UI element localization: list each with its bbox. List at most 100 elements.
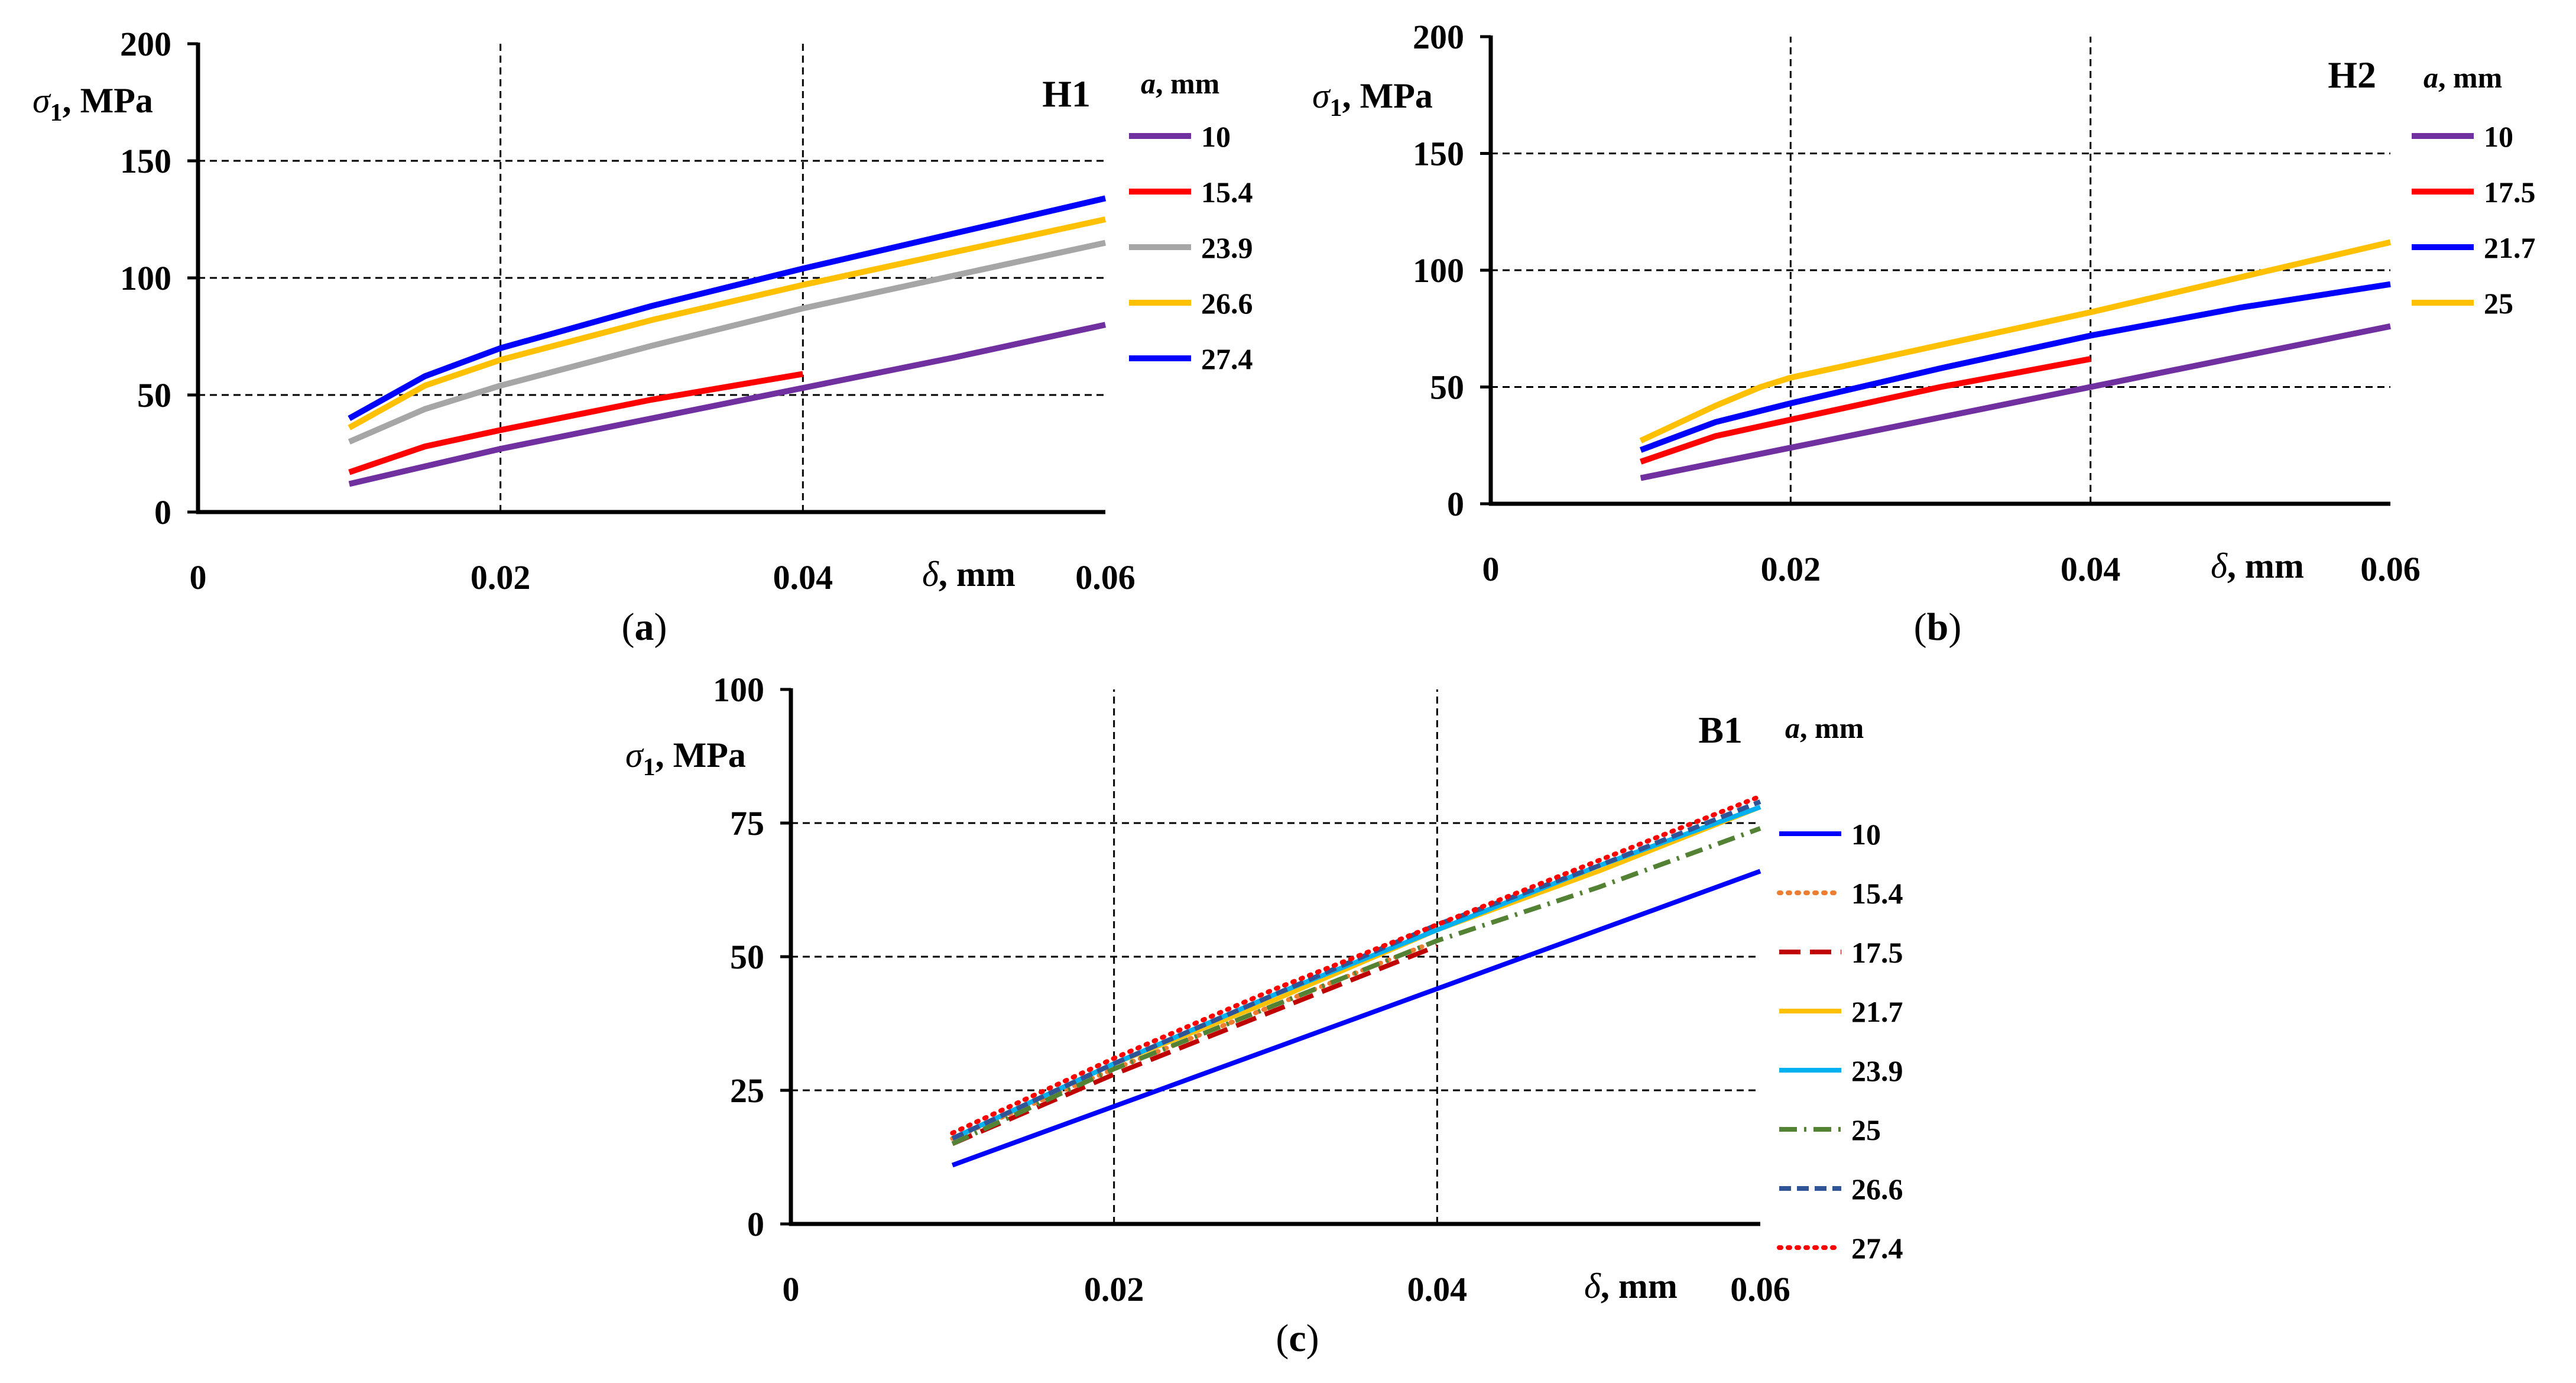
- x-axis-label-symbol: δ: [2211, 546, 2228, 585]
- y-axis-label-subscript: 1: [50, 99, 63, 127]
- panel-title: H2: [2328, 54, 2376, 96]
- series-line-25: [951, 826, 1761, 1146]
- legend-label: 23.9: [1201, 231, 1253, 264]
- y-tick-label: 50: [1430, 368, 1464, 407]
- y-axis-label-subscript: 1: [1330, 95, 1342, 122]
- series-line-15-4: [950, 938, 1440, 1141]
- x-axis-label: δ, mm: [2211, 546, 2304, 585]
- y-tick-label: 100: [1413, 251, 1464, 290]
- x-tick-label: 0.02: [1761, 550, 1821, 588]
- panel-caption-close: ): [654, 605, 667, 649]
- panel-caption-close: ): [1948, 605, 1961, 649]
- legend-label: 10: [1851, 818, 1881, 851]
- x-axis-label-unit: , mm: [1601, 1267, 1678, 1306]
- x-tick-label: 0.02: [471, 558, 531, 597]
- legend-title-symbol: a: [1141, 67, 1156, 100]
- series-line-17-5: [1640, 356, 2091, 465]
- legend-label: 23.9: [1851, 1054, 1903, 1087]
- panel-caption-open: (: [622, 605, 635, 649]
- x-axis-label-symbol: δ: [1584, 1267, 1601, 1306]
- legend-title-unit: , mm: [1800, 711, 1864, 744]
- series-line-23-9: [348, 239, 1107, 445]
- legend-label: 27.4: [1201, 342, 1253, 375]
- panel-caption-letter: c: [1289, 1317, 1306, 1360]
- panel-caption-close: ): [1306, 1317, 1319, 1360]
- x-tick-label: 0: [190, 558, 207, 597]
- series-line-26-6: [951, 799, 1761, 1141]
- x-tick-label: 0: [783, 1270, 800, 1308]
- legend-title-symbol: a: [1785, 711, 1800, 744]
- y-axis-label: σ1, MPa: [1312, 76, 1433, 122]
- y-tick-label: 0: [154, 493, 171, 532]
- y-tick-label: 100: [713, 671, 764, 709]
- y-axis-label-symbol: σ: [33, 81, 51, 120]
- legend-label: 17.5: [2484, 176, 2536, 209]
- series-line-10: [1640, 323, 2391, 481]
- series-line-25: [1639, 239, 2392, 443]
- y-tick-label: 100: [120, 259, 171, 297]
- y-axis-label-symbol: σ: [1312, 76, 1331, 115]
- legend-label: 25: [1851, 1113, 1881, 1146]
- series-line-10: [348, 322, 1107, 487]
- legend-label: 17.5: [1851, 936, 1903, 969]
- x-tick-label: 0.02: [1084, 1270, 1144, 1308]
- x-tick-label: 0.06: [1730, 1270, 1790, 1308]
- y-tick-label: 25: [730, 1071, 764, 1110]
- y-tick-label: 75: [730, 804, 764, 843]
- legend-label: 10: [1201, 120, 1231, 153]
- x-tick-label: 0.04: [2061, 550, 2121, 588]
- y-tick-label: 50: [137, 376, 171, 414]
- y-tick-label: 200: [1413, 18, 1464, 56]
- x-tick-label: 0.06: [2360, 550, 2421, 588]
- series-line-27-4: [950, 793, 1763, 1136]
- y-axis-label-symbol: σ: [625, 736, 644, 775]
- panel-caption: (c): [1276, 1317, 1319, 1360]
- series-line-27-4: [348, 195, 1107, 421]
- series-line-26-6: [348, 216, 1107, 430]
- y-axis-label: σ1, MPa: [625, 736, 746, 781]
- x-tick-label: 0.06: [1075, 558, 1135, 597]
- legend-title-unit: , mm: [2438, 61, 2502, 94]
- legend-label: 26.6: [1201, 287, 1253, 320]
- panel-caption-open: (: [1276, 1317, 1289, 1360]
- panel-title: B1: [1698, 709, 1743, 751]
- legend-label: 15.4: [1851, 877, 1903, 910]
- y-axis-label-subscript: 1: [643, 754, 656, 781]
- x-axis-label: δ, mm: [922, 555, 1016, 594]
- legend-title-symbol: a: [2423, 61, 2438, 94]
- x-axis-label-unit: , mm: [2227, 546, 2304, 585]
- y-tick-label: 50: [730, 938, 764, 976]
- series-line-10: [951, 869, 1761, 1168]
- panel-caption-letter: b: [1927, 605, 1949, 649]
- panel-caption-letter: a: [635, 605, 654, 649]
- y-tick-label: 200: [120, 25, 171, 63]
- legend-title: a, mm: [1141, 67, 1219, 100]
- y-tick-label: 0: [747, 1205, 764, 1243]
- legend-label: 10: [2484, 120, 2513, 153]
- y-axis-label-unit: , MPa: [1342, 76, 1433, 115]
- legend-label: 21.7: [2484, 231, 2536, 264]
- series-line-15-4: [348, 371, 804, 475]
- legend-label: 25: [2484, 287, 2513, 320]
- legend-label: 26.6: [1851, 1173, 1903, 1206]
- x-tick-label: 0.04: [1407, 1270, 1468, 1308]
- x-axis-label: δ, mm: [1584, 1267, 1678, 1306]
- y-tick-label: 0: [1447, 485, 1464, 523]
- panel-caption: (b): [1914, 605, 1962, 649]
- legend-title: a, mm: [2423, 61, 2502, 94]
- legend-title-unit: , mm: [1156, 67, 1219, 100]
- x-tick-label: 0: [1482, 550, 1500, 588]
- y-axis-label-unit: , MPa: [656, 736, 746, 775]
- y-tick-label: 150: [1413, 135, 1464, 173]
- series-line-21-7: [1639, 281, 2391, 453]
- x-axis-label-unit: , mm: [939, 555, 1016, 594]
- series-line-17-5: [951, 944, 1438, 1146]
- y-tick-label: 150: [120, 142, 171, 180]
- panel-caption: (a): [622, 605, 667, 649]
- x-axis-label-symbol: δ: [922, 555, 939, 594]
- legend-label: 21.7: [1851, 995, 1903, 1028]
- x-tick-label: 0.04: [773, 558, 833, 597]
